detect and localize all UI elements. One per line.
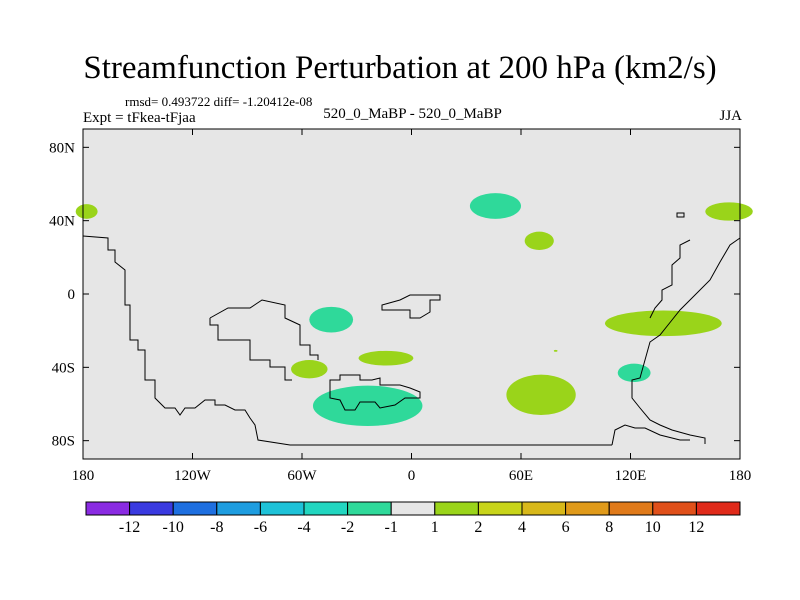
coastline-antarctica-east <box>611 424 690 446</box>
coastline-asia-east <box>631 237 741 444</box>
coastline-south-atlantic <box>329 374 421 411</box>
coastline-indonesia <box>649 239 691 319</box>
colorbar-box-5 <box>259 501 305 516</box>
colorbar-box-3 <box>172 501 218 516</box>
x-tick-label: 120W <box>174 468 212 484</box>
colorbar-box-11 <box>521 501 567 516</box>
colorbar-label: 2 <box>474 519 482 536</box>
colorbar-box-2 <box>129 501 174 516</box>
colorbar-label: 6 <box>562 519 570 536</box>
colorbar: -12 -10 -8 -6 -4 -2 -1 1 2 4 6 8 10 12 <box>85 501 741 536</box>
colorbar-box-7 <box>347 501 392 516</box>
contour-region-4 <box>705 202 753 221</box>
colorbar-label: -12 <box>119 519 140 536</box>
x-tick-label: 60E <box>509 468 533 484</box>
chart-title: Streamfunction Perturbation at 200 hPa (… <box>83 50 717 86</box>
y-tick-label: 80S <box>52 434 75 450</box>
contour-regions <box>75 193 753 427</box>
coastline-islands <box>381 294 441 319</box>
season-label: JJA <box>719 108 742 124</box>
contour-region-6 <box>604 310 722 337</box>
colorbar-label: 12 <box>688 519 704 536</box>
coastline-americas <box>82 235 612 446</box>
colorbar-label: 4 <box>518 519 526 536</box>
colorbar-box-10 <box>477 501 523 516</box>
x-tick-label: 120E <box>615 468 647 484</box>
colorbar-label: 1 <box>431 519 439 536</box>
contour-region-3 <box>524 231 554 250</box>
y-tick-label: 0 <box>68 287 76 303</box>
colorbar-label: -2 <box>341 519 354 536</box>
y-tick-label: 40S <box>52 360 75 376</box>
y-axis: 80N 40N 0 40S 80S <box>49 140 740 450</box>
stats-line: rmsd= 0.493722 diff= -1.20412e-08 <box>125 94 313 109</box>
contour-region-1 <box>75 204 98 219</box>
colorbar-box-4 <box>216 501 261 516</box>
x-tick-label: 180 <box>729 468 752 484</box>
colorbar-label: -1 <box>385 519 398 536</box>
contour-region-10 <box>506 374 576 416</box>
colorbar-box-9 <box>434 501 479 516</box>
y-tick-label: 80N <box>49 140 75 156</box>
x-tick-label: 0 <box>408 468 416 484</box>
contour-region-5 <box>309 306 354 333</box>
colorbar-box-8 <box>390 501 436 516</box>
contour-region-7 <box>358 350 414 366</box>
contour-region-11 <box>312 385 423 427</box>
colorbar-box-6 <box>303 501 349 516</box>
colorbar-label: 10 <box>645 519 661 536</box>
x-axis: 180 120W 60W 0 60E 120E 180 <box>72 129 752 484</box>
coastline-small-island <box>676 212 685 218</box>
colorbar-label: 8 <box>605 519 613 536</box>
experiment-label: Expt = tFkea-tFjaa <box>83 110 196 126</box>
colorbar-box-13 <box>608 501 654 516</box>
center-label: 520_0_MaBP - 520_0_MaBP <box>323 106 502 122</box>
colorbar-label: -8 <box>210 519 223 536</box>
coastline-antarctic-peninsula <box>209 318 292 381</box>
colorbar-box-1 <box>85 501 131 516</box>
y-tick-label: 40N <box>49 214 75 230</box>
colorbar-box-15 <box>695 501 741 516</box>
colorbar-label: -6 <box>254 519 267 536</box>
colorbar-box-14 <box>652 501 697 516</box>
x-tick-label: 60W <box>287 468 317 484</box>
x-tick-label: 180 <box>72 468 95 484</box>
contour-region-8 <box>291 360 328 379</box>
coastline-africa <box>209 299 319 360</box>
contour-region-12 <box>553 349 558 352</box>
colorbar-box-12 <box>565 501 610 516</box>
colorbar-label: -10 <box>163 519 184 536</box>
coastlines <box>82 212 741 446</box>
contour-region-2 <box>469 193 521 219</box>
colorbar-label: -4 <box>297 519 310 536</box>
